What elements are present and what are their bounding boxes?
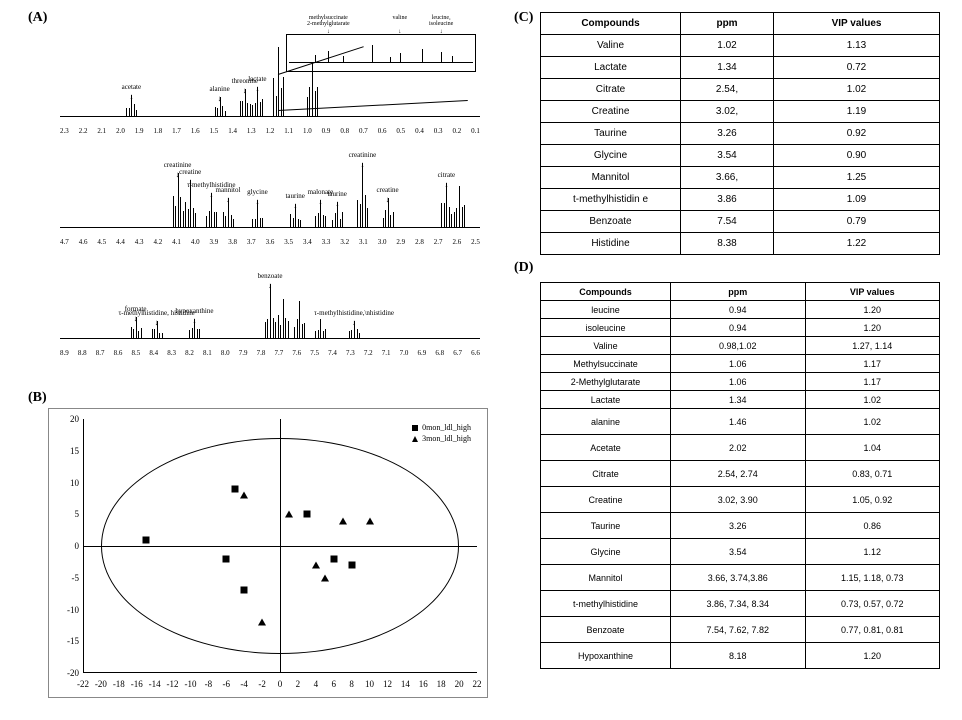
vip-table-d: CompoundsppmVIP values leucine0.941.20is… [540,282,940,669]
vip-table-c: CompoundsppmVIP values Valine1.021.13Lac… [540,12,940,255]
panel-label-c: (C) [514,10,533,26]
spectrum-row-3: 8.98.88.78.68.58.48.38.28.18.07.97.87.77… [60,252,480,357]
pca-scatter-plot: 0mon_ldl_high 3mon_ldl_high -20-15-10-50… [48,408,488,698]
spectrum-row-2: 4.74.64.54.44.34.24.14.03.93.83.73.63.53… [60,141,480,246]
panel-label-d: (D) [514,260,533,276]
nmr-spectra-panel: 2.32.22.12.01.91.81.71.61.51.41.31.21.11… [60,30,480,363]
spectrum-row-1: 2.32.22.12.01.91.81.71.61.51.41.31.21.11… [60,30,480,135]
spectrum-inset: methylsuccinate2-methylglutarate↓valine↓… [286,34,476,72]
panel-label-b: (B) [28,390,47,406]
panel-label-a: (A) [28,10,47,26]
